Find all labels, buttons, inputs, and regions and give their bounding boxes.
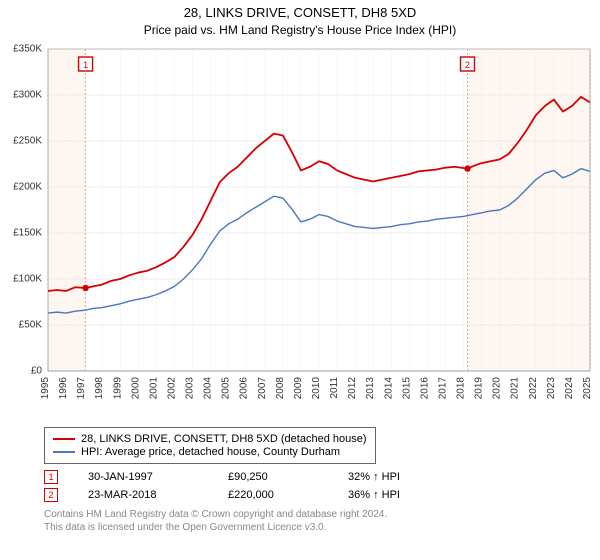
svg-text:2003: 2003	[185, 377, 196, 400]
svg-text:2024: 2024	[564, 377, 575, 400]
page-subtitle: Price paid vs. HM Land Registry's House …	[0, 23, 600, 37]
svg-text:2013: 2013	[365, 377, 376, 400]
legend-row: 28, LINKS DRIVE, CONSETT, DH8 5XD (detac…	[53, 433, 367, 445]
svg-text:2004: 2004	[203, 377, 214, 400]
footer-attribution: Contains HM Land Registry data © Crown c…	[44, 508, 600, 534]
legend: 28, LINKS DRIVE, CONSETT, DH8 5XD (detac…	[44, 427, 376, 464]
marker-pct: 32% ↑ HPI	[348, 471, 400, 483]
line-chart: £0 £50K £100K £150K £200K £250K £300K £350K 1995…	[0, 41, 600, 421]
svg-text:2002: 2002	[166, 377, 177, 400]
marker-pct: 36% ↑ HPI	[348, 489, 400, 501]
svg-text:2017: 2017	[437, 377, 448, 400]
svg-text:2019: 2019	[474, 377, 485, 400]
svg-text:1999: 1999	[112, 377, 123, 400]
svg-text:2016: 2016	[419, 377, 430, 400]
svg-text:2012: 2012	[347, 377, 358, 400]
legend-label: 28, LINKS DRIVE, CONSETT, DH8 5XD (detac…	[81, 433, 367, 445]
svg-text:2014: 2014	[383, 377, 394, 400]
svg-text:2011: 2011	[329, 377, 340, 399]
svg-text:1997: 1997	[76, 377, 87, 400]
chart-container: £0 £50K £100K £150K £200K £250K £300K £350K 1995…	[0, 41, 600, 421]
svg-text:£150K: £150K	[13, 228, 42, 239]
svg-text:2023: 2023	[546, 377, 557, 400]
marker-price: £220,000	[228, 489, 318, 501]
marker-badge: 2	[44, 488, 58, 502]
svg-text:2015: 2015	[401, 377, 412, 400]
page-title: 28, LINKS DRIVE, CONSETT, DH8 5XD	[0, 0, 600, 22]
legend-swatch	[53, 438, 75, 440]
legend-label: HPI: Average price, detached house, Coun…	[81, 446, 340, 458]
svg-text:£100K: £100K	[13, 274, 42, 285]
marker-badge: 1	[44, 470, 58, 484]
svg-text:2009: 2009	[293, 377, 304, 400]
marker-price: £90,250	[228, 471, 318, 483]
svg-text:2005: 2005	[221, 377, 232, 400]
footer-line: This data is licensed under the Open Gov…	[44, 521, 600, 534]
svg-text:2006: 2006	[239, 377, 250, 400]
svg-text:1996: 1996	[58, 377, 69, 400]
svg-text:£0: £0	[31, 366, 43, 377]
svg-text:2021: 2021	[510, 377, 521, 400]
svg-text:1995: 1995	[40, 377, 51, 400]
svg-text:2000: 2000	[130, 377, 141, 400]
legend-swatch	[53, 451, 75, 453]
marker-row: 1 30-JAN-1997 £90,250 32% ↑ HPI	[44, 470, 600, 484]
svg-text:2018: 2018	[456, 377, 467, 400]
marker-row: 2 23-MAR-2018 £220,000 36% ↑ HPI	[44, 488, 600, 502]
svg-text:1998: 1998	[94, 377, 105, 400]
marker-date: 23-MAR-2018	[88, 489, 198, 501]
svg-text:2010: 2010	[311, 377, 322, 400]
svg-text:2: 2	[465, 60, 470, 70]
marker-table: 1 30-JAN-1997 £90,250 32% ↑ HPI 2 23-MAR-2018…	[44, 470, 600, 502]
svg-text:2020: 2020	[492, 377, 503, 400]
svg-text:2025: 2025	[582, 377, 593, 400]
svg-text:£350K: £350K	[13, 44, 42, 55]
legend-row: HPI: Average price, detached house, Coun…	[53, 446, 367, 458]
svg-text:£50K: £50K	[19, 320, 43, 331]
svg-text:£200K: £200K	[13, 182, 42, 193]
svg-text:2008: 2008	[275, 377, 286, 400]
svg-text:2001: 2001	[148, 377, 159, 400]
marker-date: 30-JAN-1997	[88, 471, 198, 483]
svg-text:2007: 2007	[257, 377, 268, 400]
svg-text:£250K: £250K	[13, 136, 42, 147]
svg-text:2022: 2022	[528, 377, 539, 400]
svg-text:1: 1	[83, 60, 88, 70]
footer-line: Contains HM Land Registry data © Crown c…	[44, 508, 600, 521]
svg-text:£300K: £300K	[13, 90, 42, 101]
